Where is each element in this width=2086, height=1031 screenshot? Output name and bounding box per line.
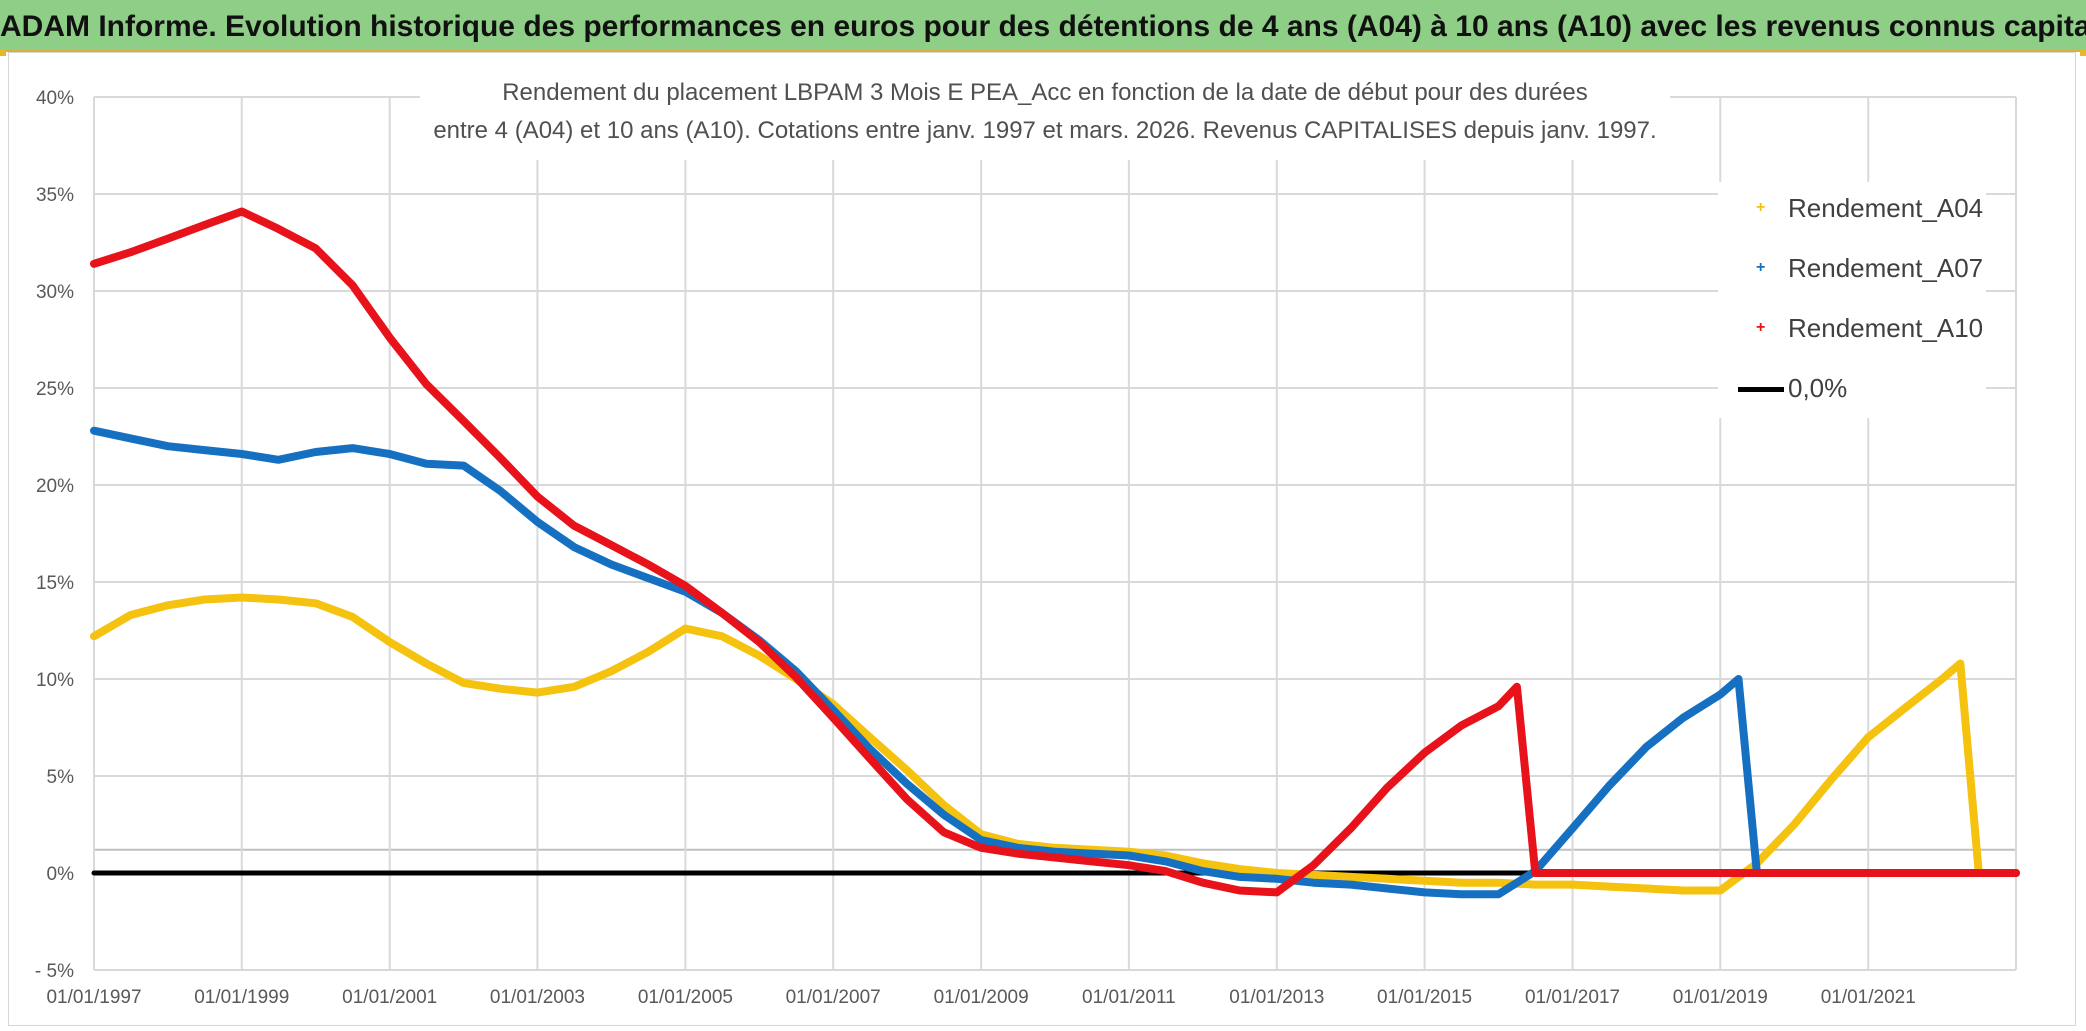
x-tick-label: 01/01/2013 [1229, 987, 1324, 1008]
y-tick-label: 0% [47, 864, 75, 885]
title-banner: ADAM Informe. Evolution historique des p… [0, 0, 2086, 52]
x-tick-label: 01/01/2021 [1821, 987, 1916, 1008]
x-tick-label: 01/01/2017 [1525, 987, 1620, 1008]
series-a04-line [90, 593, 2020, 895]
corner-marker-right [2080, 50, 2086, 56]
y-tick-label: 25% [36, 379, 74, 400]
x-tick-label: 01/01/2011 [1082, 987, 1176, 1008]
y-tick-label: 15% [36, 573, 74, 594]
x-tick-label: 01/01/2005 [638, 987, 733, 1008]
x-tick-label: 01/01/2003 [490, 987, 585, 1008]
legend-item-zero: 0,0% [1718, 370, 1986, 410]
y-tick-label: 5% [47, 767, 75, 788]
x-tick-label: 01/01/2015 [1377, 987, 1472, 1008]
series-a07-line [90, 426, 2020, 899]
legend-marker-a07: + [1756, 259, 1766, 276]
legend-item-a07: + Rendement_A07 [1718, 250, 1986, 290]
y-tick-label: 30% [36, 282, 74, 303]
chart-frame [8, 52, 2076, 1026]
gridlines [93, 96, 2017, 971]
axis-ticks: 40% 35% 30% 25% 20% 15% 10% 5% 0% - 5% 01/01/1997 0… [35, 88, 1916, 1008]
chart-title: Rendement du placement LBPAM 3 Mois E PE… [502, 79, 1588, 106]
y-tick-label: - 5% [35, 961, 74, 982]
series-group [90, 207, 2020, 899]
y-tick-label: 40% [36, 88, 74, 109]
chart-subtitle: entre 4 (A04) et 10 ans (A10). Cotations… [433, 117, 1657, 144]
x-tick-label: 01/01/2007 [786, 987, 881, 1008]
x-tick-label: 01/01/1997 [46, 987, 141, 1008]
y-tick-label: 20% [36, 476, 74, 497]
banner-title: ADAM Informe. Evolution historique des p… [0, 10, 2086, 43]
chart-title-box: Rendement du placement LBPAM 3 Mois E PE… [420, 76, 1670, 160]
x-tick-label: 01/01/2001 [342, 987, 437, 1008]
x-tick-label: 01/01/2009 [934, 987, 1029, 1008]
legend-label-a07: Rendement_A07 [1788, 253, 1984, 283]
corner-marker-left [0, 50, 6, 56]
y-tick-label: 35% [36, 185, 74, 206]
legend-item-a04: + Rendement_A04 [1718, 190, 1986, 230]
legend-line-zero [1738, 387, 1784, 392]
legend-marker-a04: + [1756, 199, 1766, 216]
series-a10-line [90, 207, 2020, 897]
legend-label-a04: Rendement_A04 [1788, 193, 1984, 223]
legend: + Rendement_A04 + Rendement_A07 + Rendem… [1718, 182, 1986, 418]
legend-item-a10: + Rendement_A10 [1718, 310, 1986, 350]
x-tick-label: 01/01/2019 [1673, 987, 1768, 1008]
y-tick-label: 10% [36, 670, 74, 691]
legend-label-zero: 0,0% [1788, 373, 1848, 403]
x-tick-label: 01/01/1999 [194, 987, 289, 1008]
legend-label-a10: Rendement_A10 [1788, 313, 1984, 343]
legend-marker-a10: + [1756, 319, 1766, 336]
